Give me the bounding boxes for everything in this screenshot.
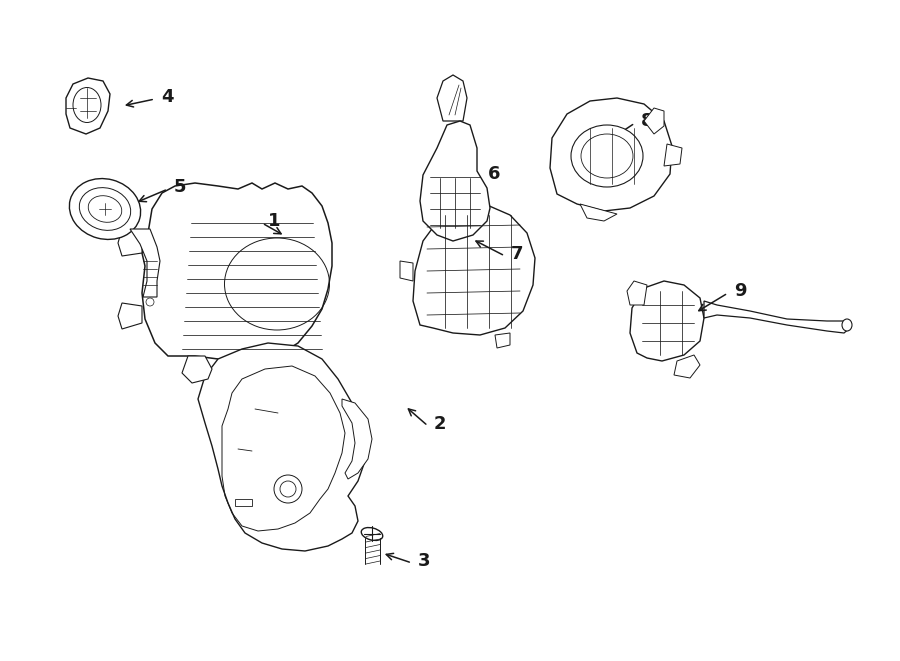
Ellipse shape — [79, 188, 130, 231]
Polygon shape — [182, 356, 212, 383]
Text: 9: 9 — [734, 282, 746, 300]
Ellipse shape — [842, 319, 852, 331]
Text: 1: 1 — [268, 212, 281, 230]
Ellipse shape — [361, 527, 382, 541]
Polygon shape — [704, 301, 850, 333]
Polygon shape — [342, 399, 372, 479]
Polygon shape — [580, 204, 617, 221]
Polygon shape — [198, 343, 368, 551]
Circle shape — [146, 298, 154, 306]
Polygon shape — [142, 183, 332, 361]
Text: 3: 3 — [418, 552, 430, 570]
Polygon shape — [495, 333, 510, 348]
Circle shape — [274, 475, 302, 503]
Ellipse shape — [571, 125, 643, 187]
Circle shape — [280, 481, 296, 497]
Polygon shape — [118, 229, 142, 256]
Text: 5: 5 — [174, 178, 186, 196]
Polygon shape — [420, 121, 490, 241]
Polygon shape — [413, 205, 535, 335]
Polygon shape — [235, 499, 252, 506]
Ellipse shape — [581, 134, 633, 178]
Text: 6: 6 — [488, 165, 500, 183]
Polygon shape — [118, 303, 142, 329]
Polygon shape — [644, 108, 664, 134]
Polygon shape — [437, 75, 467, 121]
Polygon shape — [630, 281, 704, 361]
Polygon shape — [550, 98, 672, 211]
Text: 7: 7 — [511, 245, 524, 263]
Text: 8: 8 — [641, 112, 653, 130]
Polygon shape — [400, 261, 413, 281]
Polygon shape — [674, 355, 700, 378]
Polygon shape — [66, 78, 110, 134]
Polygon shape — [664, 144, 682, 166]
Ellipse shape — [69, 178, 140, 239]
Polygon shape — [627, 281, 647, 305]
Text: 4: 4 — [161, 88, 174, 106]
Polygon shape — [365, 538, 380, 564]
Ellipse shape — [88, 196, 122, 222]
Polygon shape — [130, 229, 160, 297]
Text: 2: 2 — [434, 415, 446, 433]
